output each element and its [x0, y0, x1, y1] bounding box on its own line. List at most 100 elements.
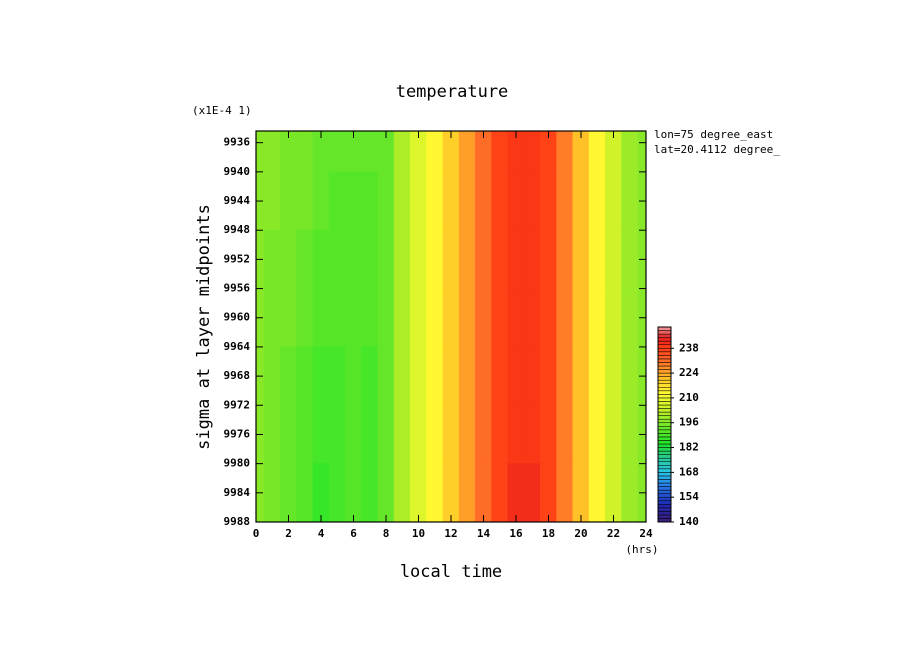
- contour-cell: [621, 130, 639, 173]
- contour-cell: [410, 229, 427, 289]
- contour-cell: [377, 288, 395, 348]
- contour-cell: [572, 463, 590, 523]
- y-tick-label: 9956: [224, 282, 251, 295]
- contour-cell: [345, 229, 362, 289]
- contour-cell: [458, 229, 476, 289]
- colorbar-band: [657, 511, 672, 516]
- contour-cell: [588, 229, 606, 289]
- contour-cell: [296, 463, 314, 523]
- colorbar-band: [657, 496, 672, 501]
- contour-cell: [491, 288, 509, 348]
- contour-cell: [588, 404, 606, 464]
- contour-cell: [312, 404, 330, 464]
- contour-cell: [361, 130, 379, 173]
- contour-cell: [377, 463, 395, 523]
- contour-cell: [523, 130, 541, 173]
- contour-cell: [540, 346, 557, 406]
- x-tick-label: 14: [477, 527, 491, 540]
- contour-cell: [263, 346, 281, 406]
- y-tick-label: 9940: [224, 165, 251, 178]
- contour-cell: [475, 288, 492, 348]
- colorbar-band: [657, 372, 672, 377]
- colorbar-band: [657, 369, 672, 374]
- contour-cell: [426, 130, 444, 173]
- contour-cell: [605, 346, 622, 406]
- contour-cell: [475, 404, 492, 464]
- contour-cell: [280, 463, 297, 523]
- colorbar-band: [657, 351, 672, 356]
- contour-cell: [393, 463, 411, 523]
- contour-cell: [588, 130, 606, 173]
- colorbar-tick-label: 168: [679, 465, 699, 478]
- colorbar-band: [657, 348, 672, 353]
- colorbar-band: [657, 383, 672, 388]
- colorbar-band: [657, 358, 672, 363]
- contour-cell: [458, 171, 476, 231]
- contour-cell: [426, 346, 444, 406]
- x-tick-label: 18: [542, 527, 555, 540]
- contour-cell: [361, 229, 379, 289]
- contour-cell: [556, 346, 574, 406]
- colorbar-band: [657, 468, 672, 473]
- contour-cell: [345, 404, 362, 464]
- contour-cell: [312, 463, 330, 523]
- annotation: lon=75 degree_east: [654, 128, 773, 141]
- y-tick-label: 9960: [224, 311, 251, 324]
- contour-cell: [328, 463, 346, 523]
- colorbar-tick-label: 210: [679, 391, 699, 404]
- contour-cell: [475, 171, 492, 231]
- contour-cell: [475, 229, 492, 289]
- contour-cell: [377, 404, 395, 464]
- colorbar-band: [657, 418, 672, 423]
- contour-cell: [393, 346, 411, 406]
- contour-cell: [345, 346, 362, 406]
- contour-cell: [507, 404, 525, 464]
- y-tick-label: 9968: [224, 369, 251, 382]
- x-tick-label: 6: [350, 527, 357, 540]
- contour-cell: [540, 404, 557, 464]
- x-tick-label: 0: [253, 527, 260, 540]
- contour-cell: [556, 130, 574, 173]
- colorbar-band: [657, 429, 672, 434]
- colorbar-band: [657, 457, 672, 462]
- contour-cell: [328, 171, 346, 231]
- contour-cell: [621, 229, 639, 289]
- colorbar-band: [657, 394, 672, 399]
- y-scale-note: (x1E-4 1): [192, 104, 252, 117]
- colorbar-tick-label: 140: [679, 515, 699, 528]
- colorbar-band: [657, 482, 672, 487]
- contour-cell: [458, 288, 476, 348]
- colorbar-band: [657, 486, 672, 491]
- contour-cell: [263, 463, 281, 523]
- colorbar-band: [657, 326, 672, 331]
- colorbar-tick-label: 238: [679, 341, 699, 354]
- colorbar-band: [657, 355, 672, 360]
- contour-cell: [393, 171, 411, 231]
- contour-cell: [328, 130, 346, 173]
- chart-title: temperature: [396, 82, 509, 102]
- colorbar-band: [657, 514, 672, 519]
- x-tick-label: 24: [639, 527, 653, 540]
- colorbar-band: [657, 379, 672, 384]
- contour-cell: [328, 346, 346, 406]
- y-tick-label: 9984: [224, 486, 251, 499]
- contour-cell: [507, 463, 525, 523]
- colorbar-band: [657, 415, 672, 420]
- x-tick-label: 22: [607, 527, 620, 540]
- contour-cell: [475, 463, 492, 523]
- contour-cell: [507, 346, 525, 406]
- contour-cell: [312, 288, 330, 348]
- contour-cell: [442, 404, 460, 464]
- colorbar-band: [657, 433, 672, 438]
- contour-cell: [588, 346, 606, 406]
- x-tick-label: 2: [285, 527, 292, 540]
- contour-cell: [458, 346, 476, 406]
- contour-cell: [263, 404, 281, 464]
- contour-cell: [507, 229, 525, 289]
- contour-cell: [507, 171, 525, 231]
- colorbar-band: [657, 518, 672, 523]
- contour-cell: [410, 171, 427, 231]
- contour-cell: [377, 171, 395, 231]
- y-tick-label: 9980: [224, 457, 251, 470]
- contour-cell: [442, 463, 460, 523]
